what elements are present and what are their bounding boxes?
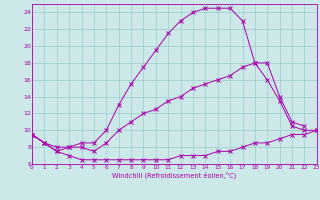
X-axis label: Windchill (Refroidissement éolien,°C): Windchill (Refroidissement éolien,°C) [112,171,236,179]
